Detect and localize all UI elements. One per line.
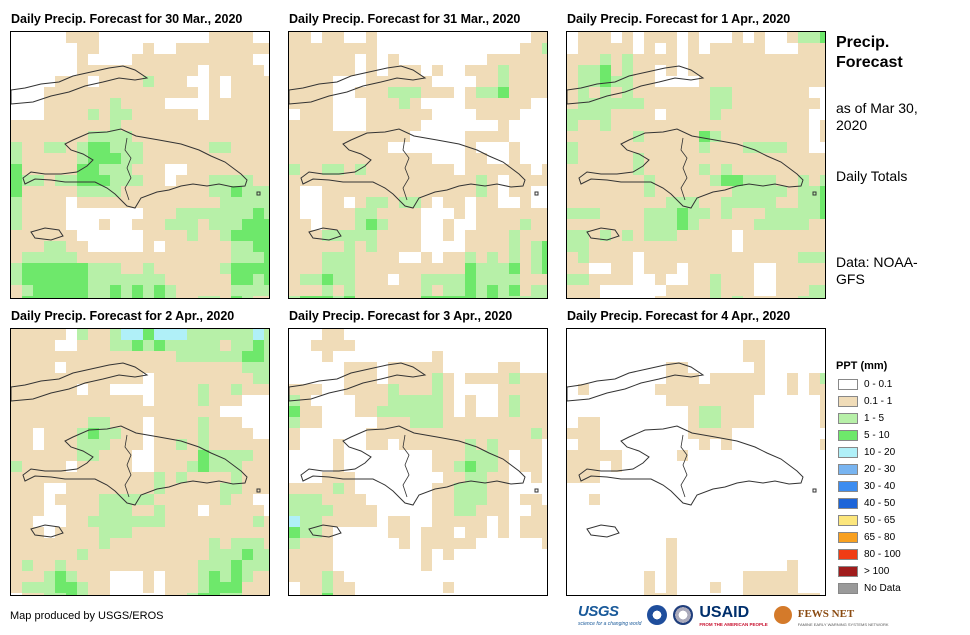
panel-title-2: Daily Precip. Forecast for 31 Mar., 2020: [289, 12, 521, 26]
legend-swatch: [838, 548, 858, 560]
coastline-outline: [11, 65, 261, 241]
noaa-logo-icon: [647, 605, 668, 625]
fews-net-logo-text: FEWS NET: [797, 607, 855, 620]
legend-item: 65 - 80: [838, 531, 895, 543]
precip-raster: [11, 329, 269, 595]
usaid-logo: USAID FROM THE AMERICAN PEOPLE: [699, 604, 767, 627]
legend-label: 10 - 20: [864, 446, 896, 458]
sidebar-source: Data: NOAA-GFS: [836, 254, 918, 287]
legend-swatch: [838, 565, 858, 577]
panel-title-3: Daily Precip. Forecast for 1 Apr., 2020: [567, 12, 791, 26]
usgs-logo-text: USGS: [578, 603, 619, 620]
sidebar-totals: Daily Totals: [836, 168, 908, 184]
coastline-outline: [289, 65, 539, 241]
legend-item: 30 - 40: [838, 480, 895, 492]
legend-swatch: [838, 412, 858, 424]
map-panel-3: [566, 31, 826, 299]
legend-item: 1 - 5: [838, 412, 884, 424]
panel-title-4: Daily Precip. Forecast for 2 Apr., 2020: [11, 309, 235, 323]
map-panel-4: [10, 328, 270, 596]
logo-strip: USGS science for a changing world USAID …: [578, 603, 889, 627]
legend-label: 50 - 65: [864, 514, 896, 526]
panel-title-5: Daily Precip. Forecast for 3 Apr., 2020: [289, 309, 513, 323]
map-panel-1: [10, 31, 270, 299]
legend-item: 5 - 10: [838, 429, 890, 441]
legend-item: 0.1 - 1: [838, 395, 892, 407]
fews-net-logo: FEWS NET FAMINE EARLY WARNING SYSTEMS NE…: [798, 604, 889, 627]
legend-item: 80 - 100: [838, 548, 901, 560]
coastline-outline: [11, 362, 261, 538]
coastline-outline: [567, 65, 817, 241]
usaid-tagline: FROM THE AMERICAN PEOPLE: [699, 621, 768, 627]
legend-swatch: [838, 429, 858, 441]
legend-swatch: [838, 446, 858, 458]
legend-swatch: [838, 582, 858, 594]
legend-item: 40 - 50: [838, 497, 895, 509]
usgs-logo: USGS science for a changing world: [578, 603, 641, 627]
map-panel-5: [288, 328, 548, 596]
legend-label: 80 - 100: [864, 548, 901, 560]
legend-item: 10 - 20: [838, 446, 895, 458]
legend-swatch: [838, 480, 858, 492]
coastline-outline: [289, 362, 539, 538]
legend-label: > 100: [864, 565, 890, 577]
sidebar-title: Precip. Forecast: [836, 34, 903, 71]
fews-net-tagline: FAMINE EARLY WARNING SYSTEMS NETWORK: [797, 621, 889, 627]
legend-item: > 100: [838, 565, 889, 577]
legend-label: 20 - 30: [864, 463, 896, 475]
legend-label: 0.1 - 1: [864, 395, 893, 407]
legend-swatch: [838, 395, 858, 407]
legend-label: 30 - 40: [864, 480, 896, 492]
legend-swatch: [838, 514, 858, 526]
precip-raster: [289, 329, 547, 595]
legend-label: 65 - 80: [864, 531, 896, 543]
legend-title: PPT (mm): [836, 360, 888, 372]
precip-raster: [289, 32, 547, 298]
credit-text: Map produced by USGS/EROS: [10, 610, 164, 622]
usgs-tagline: science for a changing world: [578, 621, 642, 627]
legend-swatch: [838, 531, 858, 543]
legend-item: 20 - 30: [838, 463, 895, 475]
panel-title-6: Daily Precip. Forecast for 4 Apr., 2020: [567, 309, 791, 323]
map-panel-6: [566, 328, 826, 596]
legend-swatch: [838, 378, 858, 390]
fews-net-globe-icon: [773, 606, 792, 624]
legend-label: 0 - 0.1: [864, 378, 893, 390]
usaid-seal-icon: [673, 605, 694, 625]
legend-item: No Data: [838, 582, 901, 594]
legend-item: 0 - 0.1: [838, 378, 892, 390]
map-panel-2: [288, 31, 548, 299]
sidebar-as-of: as of Mar 30, 2020: [836, 100, 918, 133]
legend-label: 5 - 10: [864, 429, 890, 441]
legend-label: 1 - 5: [864, 412, 885, 424]
legend-swatch: [838, 497, 858, 509]
legend-item: 50 - 65: [838, 514, 895, 526]
usaid-logo-text: USAID: [699, 603, 750, 621]
legend-swatch: [838, 463, 858, 475]
coastline-outline: [567, 362, 817, 538]
legend-label: No Data: [864, 582, 901, 594]
panel-title-1: Daily Precip. Forecast for 30 Mar., 2020: [11, 12, 243, 26]
precip-raster: [567, 32, 825, 298]
precip-raster: [567, 340, 825, 595]
legend-label: 40 - 50: [864, 497, 896, 509]
precip-raster: [11, 32, 269, 298]
